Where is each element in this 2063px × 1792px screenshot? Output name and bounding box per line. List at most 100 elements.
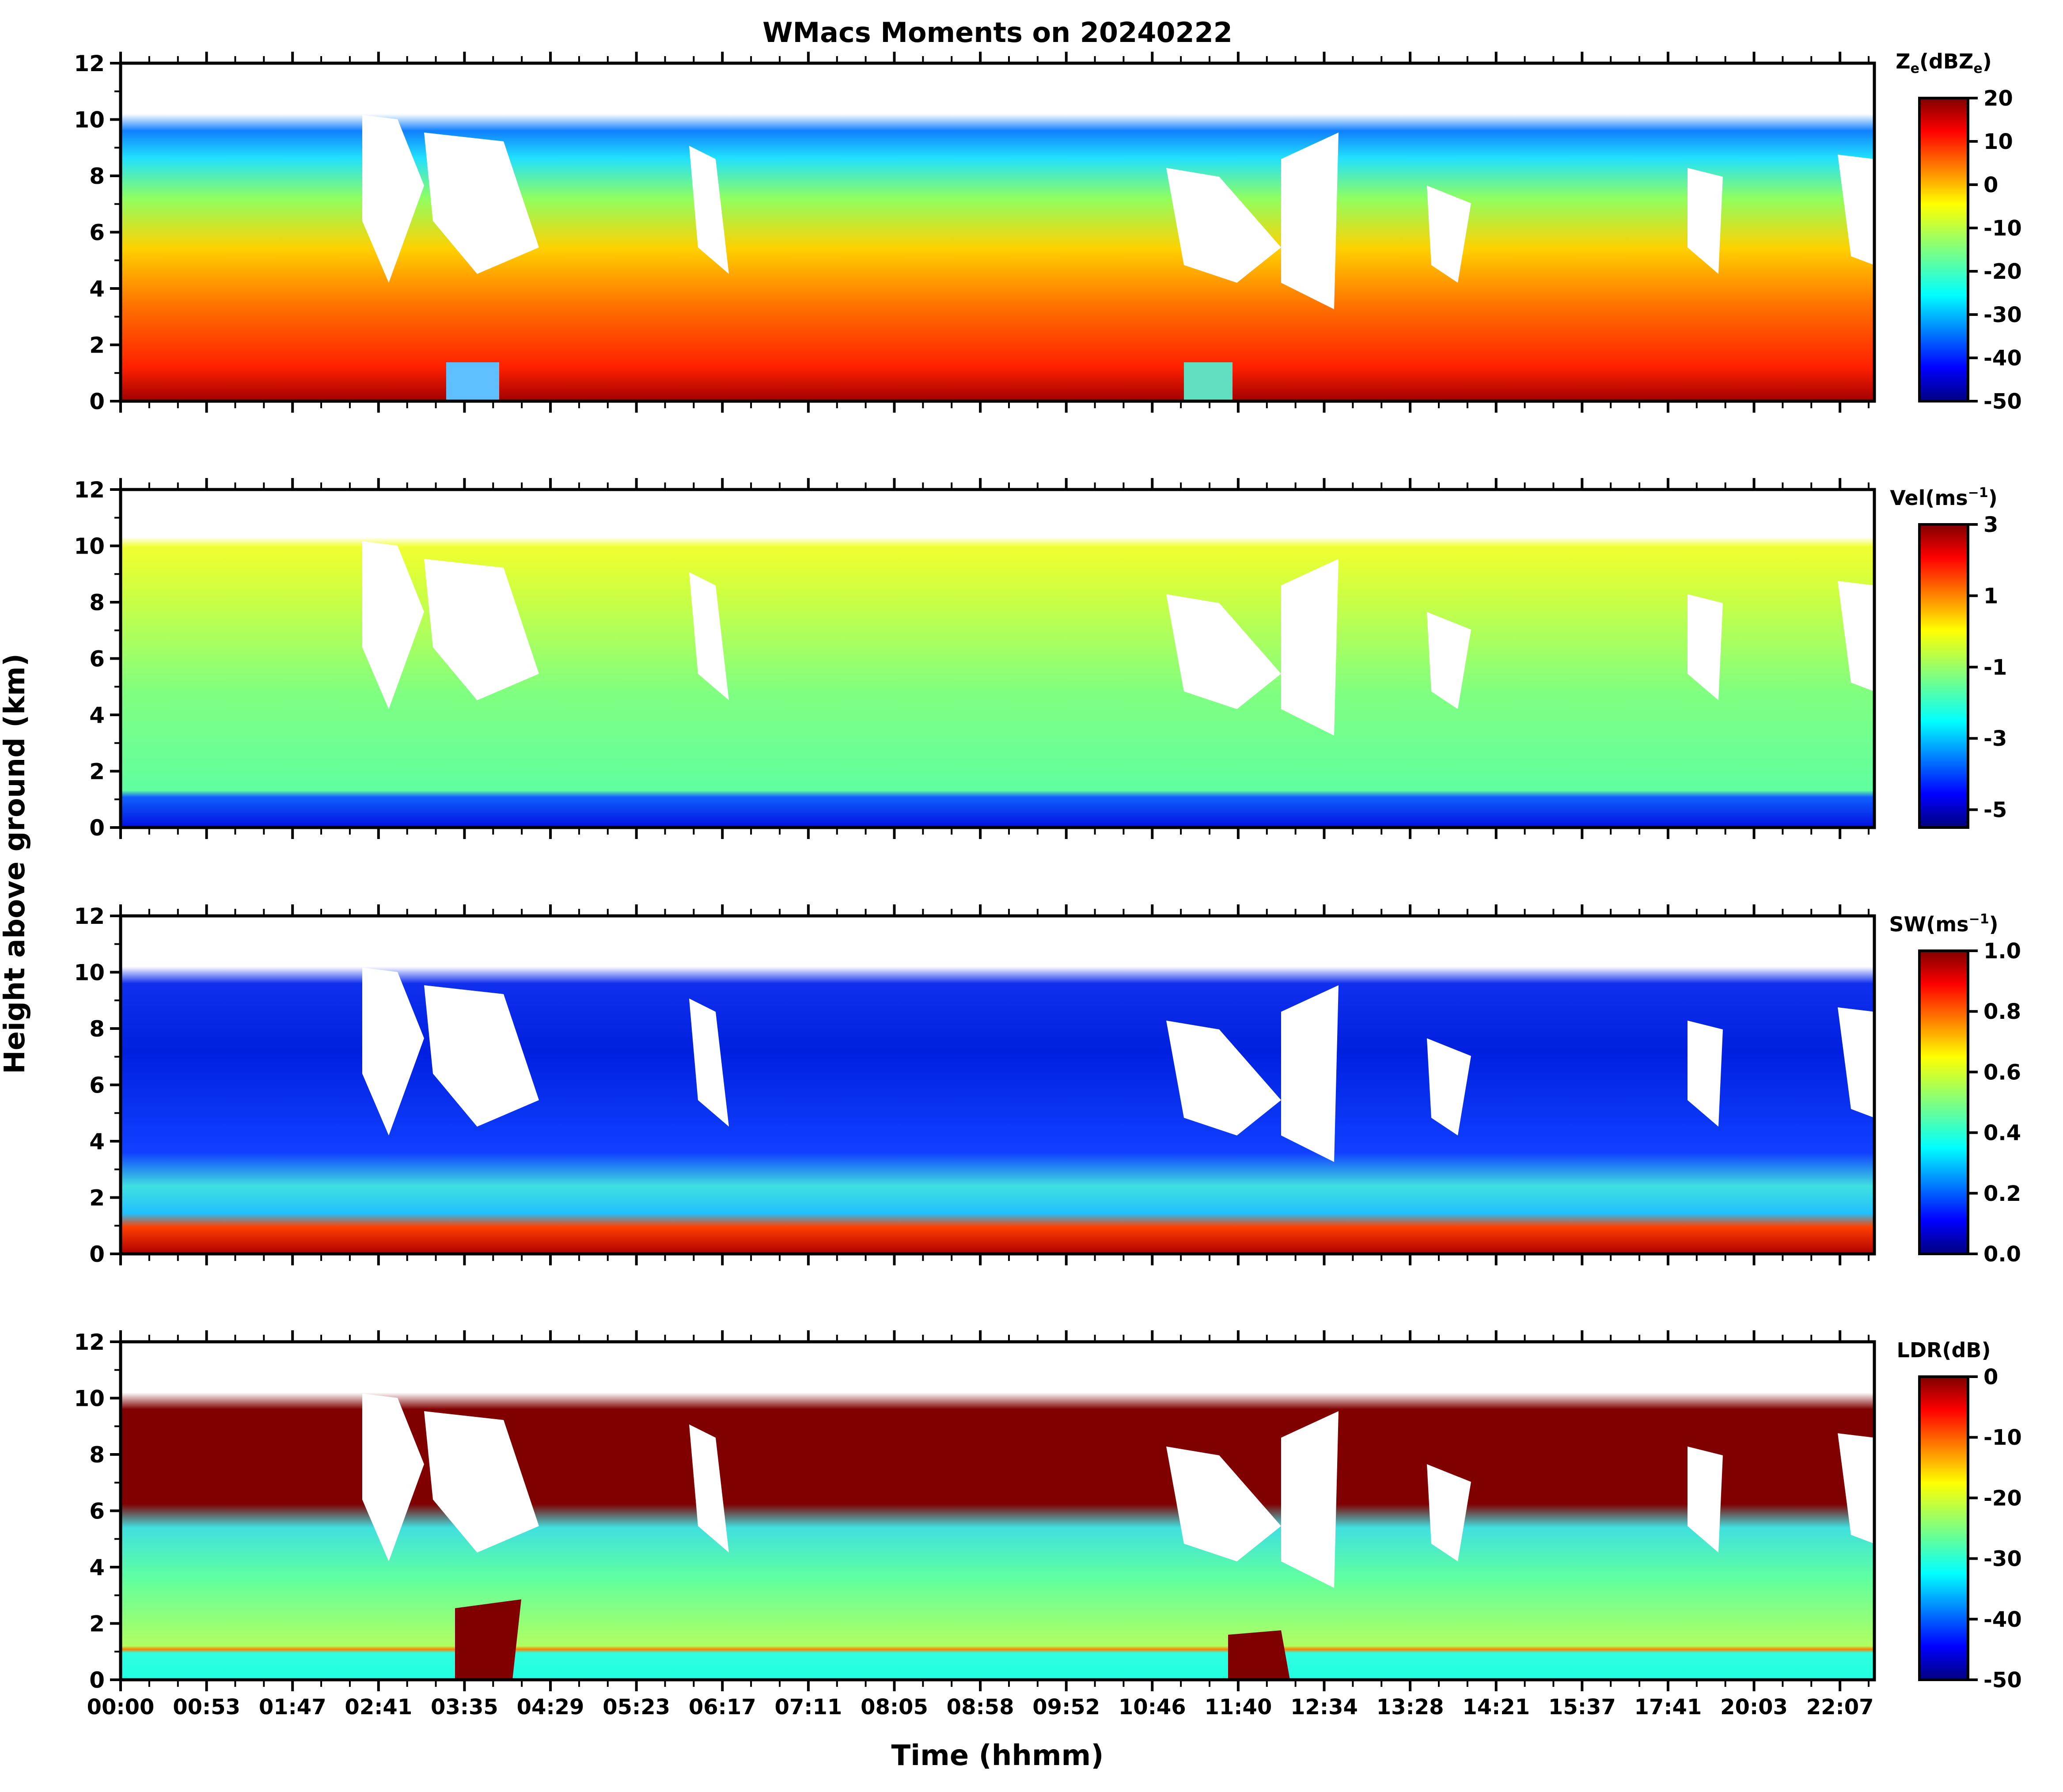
ldr-echo-gaps [362,1393,1874,1680]
x-tick-label: 08:58 [947,1695,1014,1720]
spectrum-width-y-tick-label: 12 [74,904,105,929]
ldr-heatmap [121,1342,1874,1680]
velocity-y-ticks: 0 2 4 6 8 10 12 [74,477,121,841]
x-tick-label: 09:52 [1032,1695,1100,1720]
x-tick-label: 01:47 [259,1695,326,1720]
x-tick-label: 22:07 [1806,1695,1874,1720]
ldr-y-ticks: 0 2 4 6 8 10 12 [74,1329,121,1693]
x-tick-label: 06:17 [689,1695,756,1720]
reflectivity-colorbar-tick-label: -10 [1983,216,2022,241]
reflectivity-x-ticks [119,52,1870,413]
ldr-y-tick-label: 2 [89,1611,105,1637]
ldr-colorbar-ticks: 0 -10 -20 -30 -40 -50 [1968,1365,2022,1693]
velocity-colorbar-ticks: 3 1 -1 -3 -5 [1968,513,2007,823]
spectrum-width-colorbar-tick-label: 0.8 [1983,999,2021,1024]
spectrum-width-colorbar-tick-label: 0.0 [1983,1242,2021,1267]
x-tick-label: 11:40 [1205,1695,1272,1720]
spectrum-width-colorbar-tick-label: 0.2 [1983,1181,2021,1206]
spectrum-width-y-tick-label: 0 [89,1241,105,1267]
x-tick-label: 05:23 [603,1695,670,1720]
reflectivity-y-tick-label: 6 [89,220,105,246]
spectrum-width-x-ticks [119,904,1870,1265]
reflectivity-y-tick-label: 8 [89,163,105,189]
reflectivity-y-tick-label: 4 [89,276,105,302]
spectrum-width-y-ticks: 0 2 4 6 8 10 12 [74,904,121,1267]
x-tick-label: 10:46 [1119,1695,1186,1720]
ldr-colorbar [1918,1375,1969,1681]
ldr-colorbar-tick-label: -20 [1983,1486,2022,1511]
reflectivity-y-tick-label: 0 [89,389,105,414]
spectrum-width-colorbar-tick-label: 0.6 [1983,1060,2021,1085]
ldr-colorbar-tick-label: -40 [1983,1607,2022,1632]
velocity-colorbar-tick-label: 3 [1983,513,1998,537]
reflectivity-colorbar-tick-label: 10 [1983,129,2013,154]
panel-spectrum-width: 0 2 4 6 8 10 12 1.0 0.8 0.6 0.4 0.2 0.0 SW(ms−1) [74,904,2021,1267]
spectrum-width-echo-gaps [362,968,1874,1162]
x-tick-label: 20:03 [1720,1695,1788,1720]
x-tick-label: 00:00 [87,1695,155,1720]
reflectivity-colorbar [1918,97,1969,402]
velocity-colorbar-label: Vel(ms−1) [1890,485,1997,510]
x-tick-label: 03:35 [431,1695,498,1720]
reflectivity-echo-gaps [362,115,1874,401]
velocity-colorbar-tick-label: -1 [1983,655,2007,680]
ldr-colorbar-tick-label: -30 [1983,1547,2022,1572]
ldr-y-tick-label: 8 [89,1442,105,1468]
x-tick-label: 17:41 [1634,1695,1702,1720]
reflectivity-y-tick-label: 10 [74,107,105,133]
velocity-colorbar [1918,523,1969,829]
x-tick-label: 13:28 [1377,1695,1444,1720]
reflectivity-colorbar-ticks: 20 10 0 -10 -20 -30 -40 -50 [1968,86,2022,414]
velocity-colorbar-tick-label: -5 [1983,798,2007,823]
panel-ldr: 0 2 4 6 8 10 12 0 -10 -20 -30 -40 -50 LDR(dB) [74,1329,2021,1693]
x-tick-label: 15:37 [1548,1695,1616,1720]
reflectivity-colorbar-tick-label: -50 [1983,389,2022,414]
x-tick-label: 02:41 [345,1695,412,1720]
velocity-y-tick-label: 6 [89,646,105,672]
ldr-colorbar-tick-label: 0 [1983,1365,1998,1390]
x-tick-label: 04:29 [517,1695,584,1720]
x-axis-label: Time (hhmm) [891,1739,1104,1772]
reflectivity-colorbar-tick-label: 0 [1983,173,1998,197]
reflectivity-colorbar-tick-label: -30 [1983,303,2022,327]
velocity-x-ticks [119,478,1870,839]
velocity-y-tick-label: 10 [74,534,105,559]
velocity-colorbar-tick-label: -3 [1983,726,2007,751]
ldr-colorbar-label: LDR(dB) [1897,1338,1991,1362]
ldr-colorbar-tick-label: -50 [1983,1668,2022,1693]
reflectivity-colorbar-tick-label: 20 [1983,86,2013,111]
velocity-y-tick-label: 12 [74,477,105,503]
spectrum-width-y-tick-label: 8 [89,1016,105,1042]
reflectivity-colorbar-tick-label: -20 [1983,259,2022,284]
velocity-y-tick-label: 8 [89,590,105,615]
x-tick-label: 00:53 [173,1695,240,1720]
x-tick-labels: 00:00 00:53 01:47 02:41 03:35 04:29 05:23 06:17… [87,1695,1874,1720]
reflectivity-y-tick-label: 12 [74,51,105,76]
x-tick-label: 07:11 [774,1695,842,1720]
reflectivity-heatmap [121,63,1874,401]
ldr-y-tick-label: 0 [89,1667,105,1693]
spectrum-width-colorbar [1918,949,1969,1255]
reflectivity-y-tick-label: 2 [89,333,105,358]
chart-title: WMacs Moments on 20240222 [762,16,1232,49]
velocity-y-tick-label: 0 [89,815,105,841]
ldr-y-tick-label: 10 [74,1386,105,1412]
spectrum-width-colorbar-tick-label: 0.4 [1983,1121,2021,1146]
reflectivity-colorbar-label: Ze(dBZe) [1896,49,1991,76]
ldr-colorbar-tick-label: -10 [1983,1425,2022,1450]
ldr-x-ticks [119,1330,1870,1691]
velocity-echo-gaps [362,541,1874,736]
ldr-y-tick-label: 4 [89,1555,105,1580]
velocity-y-tick-label: 2 [89,759,105,785]
x-tick-label: 08:05 [861,1695,928,1720]
spectrum-width-y-tick-label: 2 [89,1185,105,1211]
panel-velocity: 0 2 4 6 8 10 12 3 1 -1 -3 -5 Vel(ms−1) [74,477,2007,841]
velocity-heatmap [121,490,1874,828]
panel-reflectivity: 0 2 4 6 8 10 12 20 10 0 -10 -20 -30 -40 -50 Ze(dBZe) [74,49,2021,414]
spectrum-width-y-tick-label: 10 [74,960,105,986]
spectrum-width-colorbar-ticks: 1.0 0.8 0.6 0.4 0.2 0.0 [1968,939,2021,1267]
velocity-y-tick-label: 4 [89,702,105,728]
y-axis-label: Height above ground (km) [0,653,31,1074]
reflectivity-colorbar-tick-label: -40 [1983,346,2022,371]
